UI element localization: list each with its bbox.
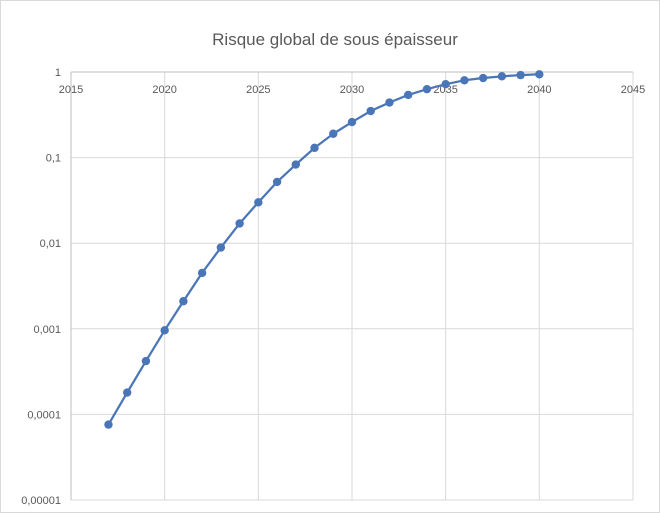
y-tick-label: 0,00001 bbox=[21, 495, 61, 507]
y-tick-label: 1 bbox=[55, 67, 61, 79]
y-tick-label: 0,0001 bbox=[27, 409, 61, 421]
data-point bbox=[272, 177, 282, 187]
data-point bbox=[478, 73, 488, 83]
x-tick-label: 2035 bbox=[433, 84, 457, 96]
data-point bbox=[460, 76, 469, 85]
data-point bbox=[123, 388, 132, 397]
data-point bbox=[179, 297, 188, 306]
data-point bbox=[385, 98, 394, 107]
y-tick-label: 0,001 bbox=[33, 324, 61, 336]
grid-layer bbox=[71, 72, 634, 501]
data-point bbox=[516, 70, 525, 80]
data-point bbox=[441, 80, 450, 89]
series-line bbox=[107, 73, 541, 426]
data-point bbox=[291, 160, 300, 169]
chart-title: Risque global de sous épaisseur bbox=[212, 30, 458, 49]
data-point bbox=[141, 356, 151, 366]
x-tick-label: 2045 bbox=[621, 84, 645, 96]
data-point bbox=[535, 70, 544, 79]
x-tick-label: 2030 bbox=[340, 84, 364, 96]
data-point bbox=[254, 198, 263, 207]
y-tick-label: 0,01 bbox=[40, 238, 61, 250]
y-tick-label: 0,1 bbox=[46, 153, 61, 165]
data-point bbox=[366, 106, 375, 116]
data-point bbox=[197, 268, 207, 278]
data-point bbox=[104, 420, 113, 429]
data-point bbox=[497, 72, 507, 81]
series-layer bbox=[104, 70, 544, 429]
data-point bbox=[347, 117, 357, 127]
data-point bbox=[329, 129, 338, 138]
x-tick-label: 2040 bbox=[527, 84, 551, 96]
data-point bbox=[216, 243, 226, 252]
data-point bbox=[310, 143, 319, 153]
x-tick-label: 2020 bbox=[152, 84, 176, 96]
data-point bbox=[235, 219, 244, 228]
data-point bbox=[404, 90, 413, 100]
x-tick-label: 2025 bbox=[246, 84, 270, 96]
axis-layer: 2015 2020 2025 2030 2035 2040 204510,10,010,00… bbox=[21, 67, 645, 507]
data-point bbox=[160, 326, 169, 335]
data-point bbox=[422, 84, 432, 94]
